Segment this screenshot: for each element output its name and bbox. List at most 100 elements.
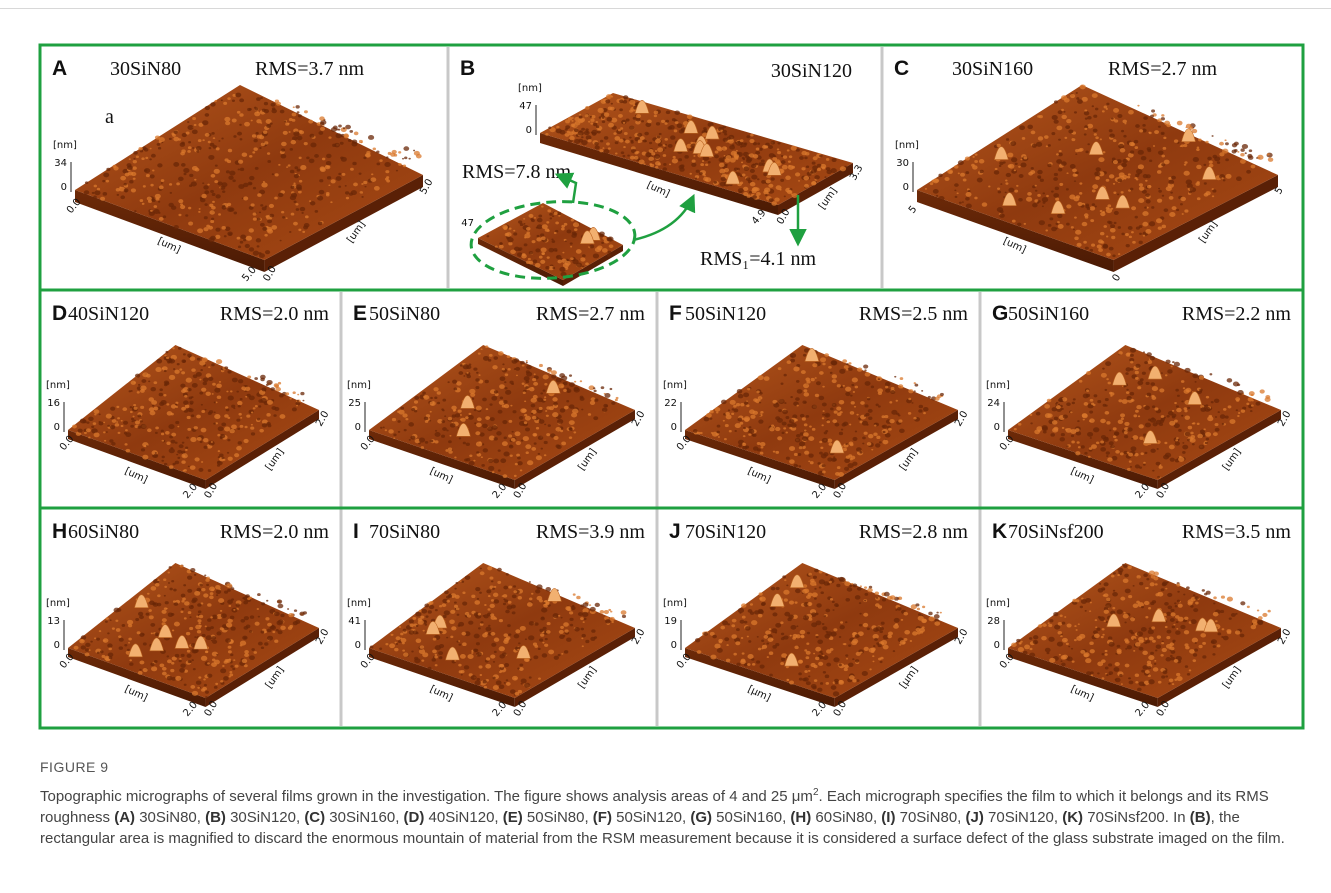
surface-grain (1150, 356, 1155, 360)
surface-grain (134, 407, 138, 410)
afm-surface (1008, 345, 1281, 489)
surface-grain (1146, 578, 1149, 580)
surface-grain (526, 227, 531, 231)
surface-grain (547, 256, 550, 258)
surface-grain (1104, 620, 1106, 622)
surface-grain (1161, 114, 1164, 117)
surface-grain (1166, 636, 1170, 639)
sample-name: 30SiN80 (110, 58, 181, 80)
surface-grain (1171, 176, 1176, 180)
surface-grain (1215, 428, 1220, 432)
surface-grain (500, 664, 504, 668)
surface-grain (221, 457, 224, 459)
surface-grain (581, 628, 584, 631)
surface-grain (1092, 184, 1098, 189)
surface-grain (411, 408, 415, 411)
surface-grain (1084, 109, 1087, 111)
surface-grain (954, 189, 956, 191)
surface-grain (1138, 415, 1140, 417)
surface-grain (934, 614, 940, 619)
surface-grain (196, 680, 202, 684)
surface-grain (1102, 628, 1105, 630)
surface-grain (462, 591, 465, 594)
surface-grain (716, 146, 721, 150)
surface-grain (750, 134, 753, 137)
surface-grain (583, 602, 589, 607)
surface-grain (851, 640, 857, 645)
surface-grain (499, 245, 504, 249)
surface-grain (1175, 631, 1180, 635)
surface-grain (508, 434, 512, 437)
surface-grain (1192, 423, 1194, 425)
surface-grain (974, 197, 977, 200)
surface-grain (1129, 680, 1134, 684)
surface-grain (711, 432, 713, 434)
surface-grain (1151, 206, 1154, 209)
surface-grain (169, 375, 175, 380)
surface-grain (84, 432, 87, 434)
surface-grain (593, 390, 596, 393)
surface-grain (253, 187, 256, 190)
surface-grain (1077, 441, 1080, 444)
surface-grain (130, 406, 133, 408)
surface-grain (1141, 627, 1147, 632)
surface-grain (769, 427, 774, 431)
surface-grain (1240, 159, 1246, 164)
surface-grain (806, 642, 809, 644)
surface-grain (165, 431, 170, 435)
surface-grain (880, 657, 883, 660)
surface-grain (280, 110, 285, 114)
xy-unit: [um] (428, 684, 454, 704)
surface-grain (163, 578, 166, 581)
surface-grain (553, 248, 557, 251)
surface-grain (513, 590, 517, 593)
surface-grain (798, 453, 802, 456)
afm-surface (1008, 563, 1281, 707)
surface-grain (576, 596, 580, 600)
surface-grain (246, 236, 252, 241)
sample-name: 70SiN120 (685, 521, 766, 543)
surface-grain (561, 225, 565, 228)
surface-grain (624, 132, 628, 135)
surface-grain (261, 182, 267, 187)
surface-grain (1205, 141, 1208, 144)
surface-grain (450, 423, 456, 428)
surface-grain (398, 431, 401, 433)
surface-grain (1157, 170, 1162, 174)
surface-grain (240, 398, 243, 400)
surface-grain (218, 598, 224, 603)
surface-grain (385, 170, 389, 173)
surface-grain (217, 461, 220, 464)
surface-grain (200, 369, 203, 371)
surface-grain (232, 179, 235, 182)
surface-grain (1012, 220, 1016, 223)
surface-grain (819, 571, 822, 574)
surface-grain (1015, 163, 1018, 165)
surface-grain (1202, 589, 1205, 592)
surface-grain (759, 148, 763, 151)
surface-grain (168, 424, 174, 429)
surface-grain (576, 263, 582, 268)
surface-grain (1033, 635, 1038, 639)
surface-grain (1181, 380, 1185, 383)
surface-grain (1223, 408, 1227, 411)
surface-grain (775, 632, 777, 634)
surface-grain (1071, 226, 1074, 228)
surface-grain (917, 608, 920, 611)
surface-grain (528, 261, 533, 265)
surface-grain (174, 602, 179, 606)
surface-grain (513, 230, 515, 232)
surface-grain (775, 416, 780, 420)
surface-grain (883, 645, 889, 650)
surface-grain (254, 377, 258, 380)
surface-grain (85, 653, 90, 657)
surface-grain (1158, 188, 1160, 190)
surface-grain (836, 584, 840, 587)
surface-grain (262, 109, 266, 112)
surface-grain (1085, 658, 1091, 663)
surface-grain (204, 190, 209, 194)
surface-grain (272, 631, 275, 633)
surface-grain (1157, 199, 1162, 203)
surface-grain (760, 411, 763, 414)
surface-grain (128, 642, 130, 644)
